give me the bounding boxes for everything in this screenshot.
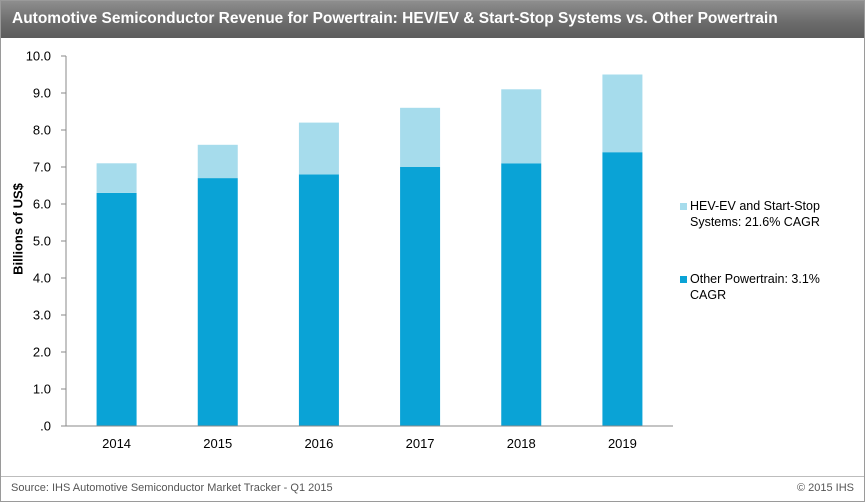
footer-copyright: © 2015 IHS <box>796 482 854 494</box>
footer-source: Source: IHS Automotive Semiconductor Mar… <box>11 482 333 494</box>
chart-title: Automotive Semiconductor Revenue for Pow… <box>12 10 778 27</box>
x-tick-label: 2019 <box>608 436 637 451</box>
x-axis: 2014 2015 2016 2017 2018 2019 <box>66 425 673 451</box>
legend-item-other: Other Powertrain: 3.1% CAGR <box>680 271 850 303</box>
legend-swatch-hev <box>680 203 687 210</box>
bar-other-powertrain <box>602 152 643 426</box>
bar-other-powertrain <box>197 178 238 426</box>
bar-other-powertrain <box>501 163 542 427</box>
chart-plot: .01.02.03.04.05.06.07.08.09.010.0 2014 20… <box>26 49 673 451</box>
y-tick-label: 1.0 <box>33 382 51 397</box>
x-tick-label: 2014 <box>102 436 131 451</box>
y-tick-label: 6.0 <box>33 197 51 212</box>
legend-label-hev: HEV-EV and Start-Stop Systems: 21.6% CAG… <box>690 199 820 229</box>
y-tick-label: 7.0 <box>33 160 51 175</box>
y-tick-label: 9.0 <box>33 86 51 101</box>
bar-group <box>96 74 643 427</box>
y-axis: .0 1.0 2.0 3.0 4.0 5.0 6.0 7.0 8.0 9.0 10.0 <box>26 49 67 434</box>
bar-hev-ev <box>602 74 643 153</box>
bar-other-powertrain <box>298 174 339 426</box>
y-tick-label: 5.0 <box>33 234 51 249</box>
x-tick-label: 2015 <box>203 436 232 451</box>
y-tick-label: 10.0 <box>26 49 51 64</box>
y-axis-title-wrap: Billions of US$ <box>3 179 33 279</box>
y-axis-title: Billions of US$ <box>10 183 26 275</box>
legend-swatch-other <box>680 276 687 283</box>
legend-item-hev: HEV-EV and Start-Stop Systems: 21.6% CAG… <box>680 198 850 230</box>
x-tick-label: 2017 <box>406 436 435 451</box>
bar-hev-ev <box>400 107 441 167</box>
y-tick-label: 3.0 <box>33 308 51 323</box>
bar-hev-ev <box>298 122 339 175</box>
bar-other-powertrain <box>96 192 137 426</box>
y-tick-label: .0 <box>40 419 51 434</box>
x-tick-label: 2018 <box>507 436 536 451</box>
bar-hev-ev <box>501 89 542 164</box>
y-tick-label: 4.0 <box>33 271 51 286</box>
footer-divider <box>1 476 864 477</box>
legend-label-other: Other Powertrain: 3.1% CAGR <box>690 272 820 302</box>
bar-hev-ev <box>96 163 137 193</box>
bar-other-powertrain <box>400 167 441 426</box>
title-bar: Automotive Semiconductor Revenue for Pow… <box>1 1 864 38</box>
x-tick-label: 2016 <box>304 436 333 451</box>
bar-hev-ev <box>197 144 238 179</box>
y-tick-label: 2.0 <box>33 345 51 360</box>
y-tick-label: 8.0 <box>33 123 51 138</box>
